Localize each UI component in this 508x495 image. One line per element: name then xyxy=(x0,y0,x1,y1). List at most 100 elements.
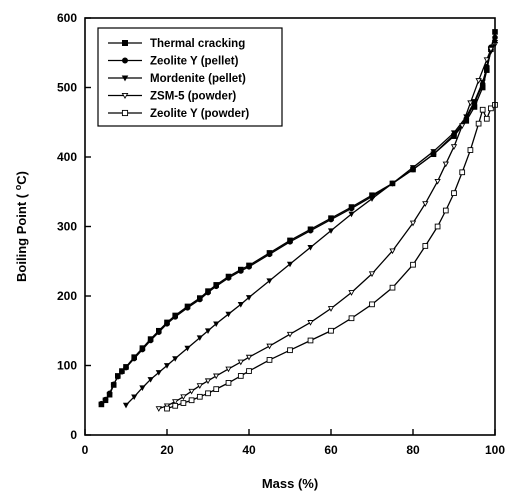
legend-label-5: Zeolite Y (powder) xyxy=(150,108,249,120)
series-4-point-17 xyxy=(389,248,396,255)
series-4-point-11 xyxy=(266,343,273,350)
series-5-point-0 xyxy=(164,405,170,412)
series-4-point-12 xyxy=(286,331,294,338)
series-4-point-14 xyxy=(327,306,335,312)
series-5-point-11 xyxy=(287,347,293,354)
series-2-point-7 xyxy=(131,355,138,362)
series-5-point-22 xyxy=(459,169,466,176)
legend-item-4: ZSM-5 (powder) xyxy=(108,91,236,103)
x-axis-label: Mass (%) xyxy=(262,476,318,491)
series-5-point-6 xyxy=(213,386,220,392)
series-2-point-22 xyxy=(307,227,314,234)
series-5-point-10 xyxy=(266,357,273,363)
series-4-point-8 xyxy=(225,366,232,373)
y-tick-label-500: 500 xyxy=(57,81,77,95)
legend-item-2: Zeolite Y (pellet) xyxy=(108,56,239,68)
series-2-point-23 xyxy=(328,216,334,223)
series-2-point-6 xyxy=(123,364,129,371)
series-2-point-11 xyxy=(164,320,170,327)
series-4-point-23 xyxy=(459,123,466,130)
series-2-point-1 xyxy=(102,396,109,403)
series-3-point-23 xyxy=(450,130,458,136)
series-5-point-7 xyxy=(225,380,232,386)
series-3-point-22 xyxy=(430,149,437,155)
series-4-point-19 xyxy=(422,201,429,207)
legend-label-4: ZSM-5 (powder) xyxy=(150,91,236,103)
legend-item-1: Thermal cracking xyxy=(108,38,245,50)
series-4-point-10 xyxy=(245,354,253,361)
series-3-point-2 xyxy=(139,385,146,391)
series-2-point-16 xyxy=(213,283,220,290)
series-3-point-10 xyxy=(213,321,220,328)
series-4-point-25 xyxy=(475,78,482,84)
series-2-point-14 xyxy=(197,296,203,303)
series-5-point-3 xyxy=(188,397,195,404)
series-3-point-26 xyxy=(479,79,486,86)
series-3-line xyxy=(125,42,496,406)
series-2-point-8 xyxy=(139,346,146,353)
plot-marks xyxy=(98,29,499,412)
series-4-point-24 xyxy=(467,100,474,107)
series-3-point-11 xyxy=(225,311,232,318)
series-2-point-24 xyxy=(348,205,355,212)
series-4-point-22 xyxy=(450,144,458,150)
y-tick-label-400: 400 xyxy=(57,150,77,164)
series-4-point-0 xyxy=(155,406,162,412)
series-5-point-9 xyxy=(246,368,252,374)
series-5-point-27 xyxy=(488,105,494,112)
series-5-point-23 xyxy=(467,147,474,153)
y-axis-label-suffix: C) xyxy=(14,171,29,185)
series-5-point-12 xyxy=(307,337,314,344)
series-4-point-16 xyxy=(368,271,376,278)
legend-item-3: Mordenite (pellet) xyxy=(108,73,246,85)
series-2-point-12 xyxy=(172,314,179,320)
series-5-point-26 xyxy=(483,115,490,122)
series-5 xyxy=(164,102,498,412)
series-2-point-17 xyxy=(225,275,232,281)
legend-marker-1 xyxy=(122,40,129,47)
series-2-point-18 xyxy=(238,268,244,274)
series-5-point-1 xyxy=(172,402,179,409)
series-4-point-18 xyxy=(409,220,417,227)
x-tick-label-60: 60 xyxy=(324,443,338,457)
series-3 xyxy=(122,40,499,409)
x-tick-label-20: 20 xyxy=(160,443,174,457)
series-5-point-16 xyxy=(389,284,396,291)
series-4-point-27 xyxy=(487,46,495,53)
series-2-point-4 xyxy=(115,373,121,380)
series-4-point-26 xyxy=(483,57,490,64)
series-3-point-15 xyxy=(286,261,294,268)
legend-marker-5 xyxy=(121,109,129,117)
y-axis-label-sup: o xyxy=(13,184,23,190)
legend-item-5: Zeolite Y (powder) xyxy=(108,108,249,120)
x-tick-label-80: 80 xyxy=(406,443,420,457)
series-3-point-16 xyxy=(307,245,314,251)
series-4-point-4 xyxy=(188,388,195,395)
series-5-point-2 xyxy=(180,400,187,406)
series-5-point-8 xyxy=(237,373,244,379)
legend-label-3: Mordenite (pellet) xyxy=(150,73,246,85)
series-2-point-0 xyxy=(98,400,105,407)
series-4-point-9 xyxy=(237,359,244,366)
series-5-point-17 xyxy=(410,261,416,268)
series-4-point-15 xyxy=(348,290,355,296)
series-3-point-5 xyxy=(163,363,171,369)
series-3-point-20 xyxy=(389,181,396,187)
series-4-point-20 xyxy=(434,178,441,185)
series-3-point-17 xyxy=(327,228,335,234)
series-3-point-8 xyxy=(196,335,203,341)
y-tick-label-200: 200 xyxy=(57,289,77,303)
series-4-point-6 xyxy=(204,378,212,385)
series-4-point-7 xyxy=(213,373,220,380)
series-5-point-4 xyxy=(196,393,203,400)
series-4 xyxy=(155,42,499,412)
series-2-point-5 xyxy=(119,368,125,375)
y-tick-label-0: 0 xyxy=(70,428,77,442)
legend-marker-2 xyxy=(122,57,129,64)
axis-ticks: 0 20 40 60 80 100 0 100 200 300 400 500 600 xyxy=(57,11,505,457)
series-2-point-13 xyxy=(184,305,191,311)
series-5-point-14 xyxy=(348,315,355,322)
series-5-point-25 xyxy=(479,106,486,113)
series-2-point-3 xyxy=(110,381,117,388)
series-5-point-15 xyxy=(369,301,375,308)
